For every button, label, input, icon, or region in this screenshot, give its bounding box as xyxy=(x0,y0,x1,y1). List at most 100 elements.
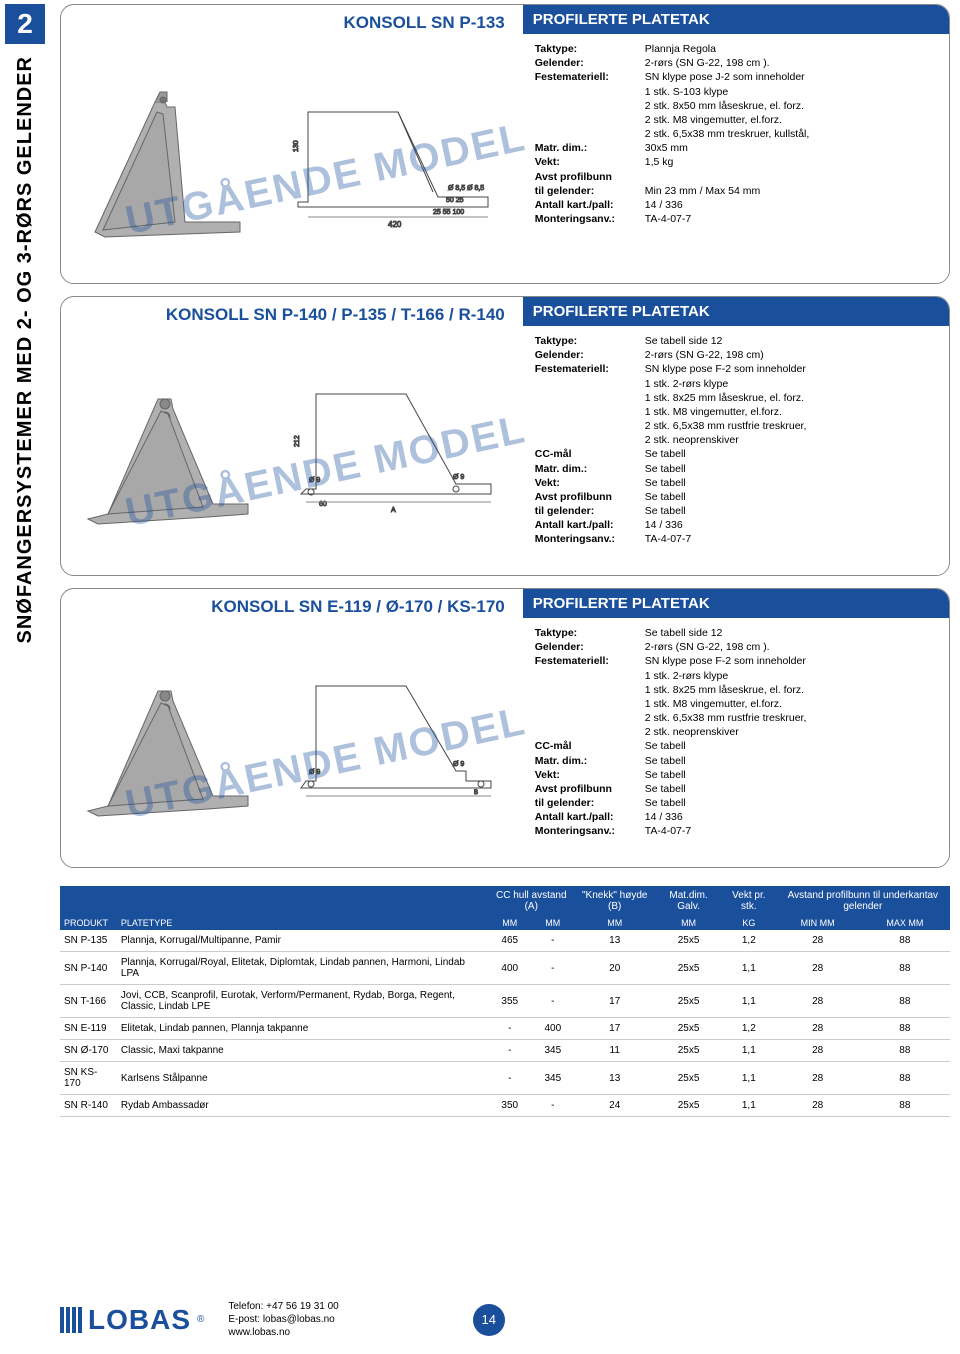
logo: LOBAS ® xyxy=(60,1304,204,1336)
spec-row: 2 stk. 6,5x38 mm rustfrie treskruer, xyxy=(535,419,937,433)
product-header-3: PROFILERTE PLATETAK xyxy=(523,589,949,618)
table-row: SN R-140Rydab Ambassadør350-2425x51,1288… xyxy=(60,1095,950,1117)
spec-value: 1 stk. S-103 klype xyxy=(645,85,937,99)
table-row: SN E-119Elitetak, Lindab pannen, Plannja… xyxy=(60,1018,950,1040)
spec-value: 14 / 336 xyxy=(645,810,937,824)
spec-row: 2 stk. neoprenskiver xyxy=(535,433,937,447)
spec-value: Se tabell xyxy=(645,462,937,476)
spec-value: 2 stk. 6,5x38 mm rustfrie treskruer, xyxy=(645,711,937,725)
svg-text:25 55 100: 25 55 100 xyxy=(433,209,464,216)
th-avstand: Avstand profilbunn til underkantav gelen… xyxy=(776,886,950,916)
svg-text:B: B xyxy=(474,790,478,796)
table-cell: 88 xyxy=(860,952,950,985)
th-vekt: Vekt pr. stk. xyxy=(722,886,776,916)
table-cell: SN P-135 xyxy=(60,930,117,952)
spec-value: 1 stk. 8x25 mm låseskrue, el. forz. xyxy=(645,391,937,405)
spec-row: 2 stk. 6,5x38 mm rustfrie treskruer, xyxy=(535,711,937,725)
table-cell: 25x5 xyxy=(655,985,722,1018)
table-cell: 28 xyxy=(776,985,860,1018)
spec-value: Se tabell xyxy=(645,796,937,810)
table-cell: 25x5 xyxy=(655,1040,722,1062)
table-cell: 25x5 xyxy=(655,1095,722,1117)
spec-row: Vekt:1,5 kg xyxy=(535,155,937,169)
table-cell: 25x5 xyxy=(655,1018,722,1040)
table-cell: 28 xyxy=(776,1018,860,1040)
spec-row: Monteringsanv.:TA-4-07-7 xyxy=(535,824,937,838)
spec-value: 1 stk. 2-rørs klype xyxy=(645,669,937,683)
spec-row: Gelender:2-rørs (SN G-22, 198 cm ). xyxy=(535,56,937,70)
table-cell: 465 xyxy=(488,930,531,952)
spec-value: Se tabell side 12 xyxy=(645,626,937,640)
spec-label: Monteringsanv.: xyxy=(535,212,645,226)
table-cell: 13 xyxy=(574,930,655,952)
table-cell: 400 xyxy=(488,952,531,985)
spec-value: 2 stk. M8 vingemutter, el.forz. xyxy=(645,113,937,127)
table-cell: 17 xyxy=(574,1018,655,1040)
table-cell: SN E-119 xyxy=(60,1018,117,1040)
thu-3: MM xyxy=(531,916,574,930)
spec-value: 30x5 mm xyxy=(645,141,937,155)
spec-row: Monteringsanv.:TA-4-07-7 xyxy=(535,212,937,226)
spec-row: 1 stk. 2-rørs klype xyxy=(535,377,937,391)
table-cell: - xyxy=(531,952,574,985)
spec-label: til gelender: xyxy=(535,796,645,810)
spec-value: Se tabell xyxy=(645,739,937,753)
spec-value: Se tabell xyxy=(645,476,937,490)
spec-label: Gelender: xyxy=(535,56,645,70)
spec-row: Antall kart./pall:14 / 336 xyxy=(535,518,937,532)
spec-row: Avst profilbunnSe tabell xyxy=(535,782,937,796)
spec-label xyxy=(535,711,645,725)
spec-label xyxy=(535,391,645,405)
spec-value: 1 stk. 8x25 mm låseskrue, el. forz. xyxy=(645,683,937,697)
spec-row: Gelender:2-rørs (SN G-22, 198 cm) xyxy=(535,348,937,362)
product-render-1 xyxy=(85,72,245,242)
table-cell: 88 xyxy=(860,985,950,1018)
logo-bars-icon xyxy=(60,1307,82,1333)
table-cell: Classic, Maxi takpanne xyxy=(117,1040,488,1062)
thu-8: MAX MM xyxy=(860,916,950,930)
spec-label: Matr. dim.: xyxy=(535,141,645,155)
spec-label xyxy=(535,127,645,141)
spec-label: Vekt: xyxy=(535,768,645,782)
spec-value: Se tabell side 12 xyxy=(645,334,937,348)
spec-label: Festemateriell: xyxy=(535,654,645,668)
spec-label: Matr. dim.: xyxy=(535,754,645,768)
spec-row: Festemateriell:SN klype pose F-2 som inn… xyxy=(535,362,937,376)
spec-row: Taktype:Plannja Regola xyxy=(535,42,937,56)
table-cell: 88 xyxy=(860,1062,950,1095)
th-cchull: CC hull avstand (A) xyxy=(488,886,574,916)
svg-text:50 25: 50 25 xyxy=(446,197,464,204)
product-header-1: PROFILERTE PLATETAK xyxy=(523,5,949,34)
table-cell: 28 xyxy=(776,952,860,985)
table-cell: SN KS-170 xyxy=(60,1062,117,1095)
spec-value: Se tabell xyxy=(645,447,937,461)
spec-row: Vekt:Se tabell xyxy=(535,476,937,490)
spec-row: Antall kart./pall:14 / 336 xyxy=(535,198,937,212)
spec-value: 2 stk. neoprenskiver xyxy=(645,725,937,739)
spec-value: 1 stk. 2-rørs klype xyxy=(645,377,937,391)
spec-row: Avst profilbunn xyxy=(535,170,937,184)
spec-label: Gelender: xyxy=(535,640,645,654)
table-cell: 1,2 xyxy=(722,930,776,952)
spec-label xyxy=(535,377,645,391)
spec-value: SN klype pose J-2 som inneholder xyxy=(645,70,937,84)
table-cell: SN R-140 xyxy=(60,1095,117,1117)
svg-text:Ø 9: Ø 9 xyxy=(309,769,320,776)
spec-value: Plannja Regola xyxy=(645,42,937,56)
product-box-2: KONSOLL SN P-140 / P-135 / T-166 / R-140 xyxy=(60,296,950,576)
spec-value: Se tabell xyxy=(645,768,937,782)
table-cell: 400 xyxy=(531,1018,574,1040)
product-drawing-2: Ø 9 Ø 9 60 A 212 xyxy=(291,374,501,524)
spec-value: TA-4-07-7 xyxy=(645,824,937,838)
table-cell: 28 xyxy=(776,1040,860,1062)
spec-value: 14 / 336 xyxy=(645,518,937,532)
spec-value: Se tabell xyxy=(645,490,937,504)
table-row: SN P-140Plannja, Korrugal/Royal, Eliteta… xyxy=(60,952,950,985)
spec-row: CC-målSe tabell xyxy=(535,447,937,461)
th-knekk: "Knekk" høyde (B) xyxy=(574,886,655,916)
table-cell: 1,1 xyxy=(722,1062,776,1095)
spec-label xyxy=(535,683,645,697)
spec-label: CC-mål xyxy=(535,447,645,461)
spec-label xyxy=(535,433,645,447)
spec-label: Vekt: xyxy=(535,155,645,169)
